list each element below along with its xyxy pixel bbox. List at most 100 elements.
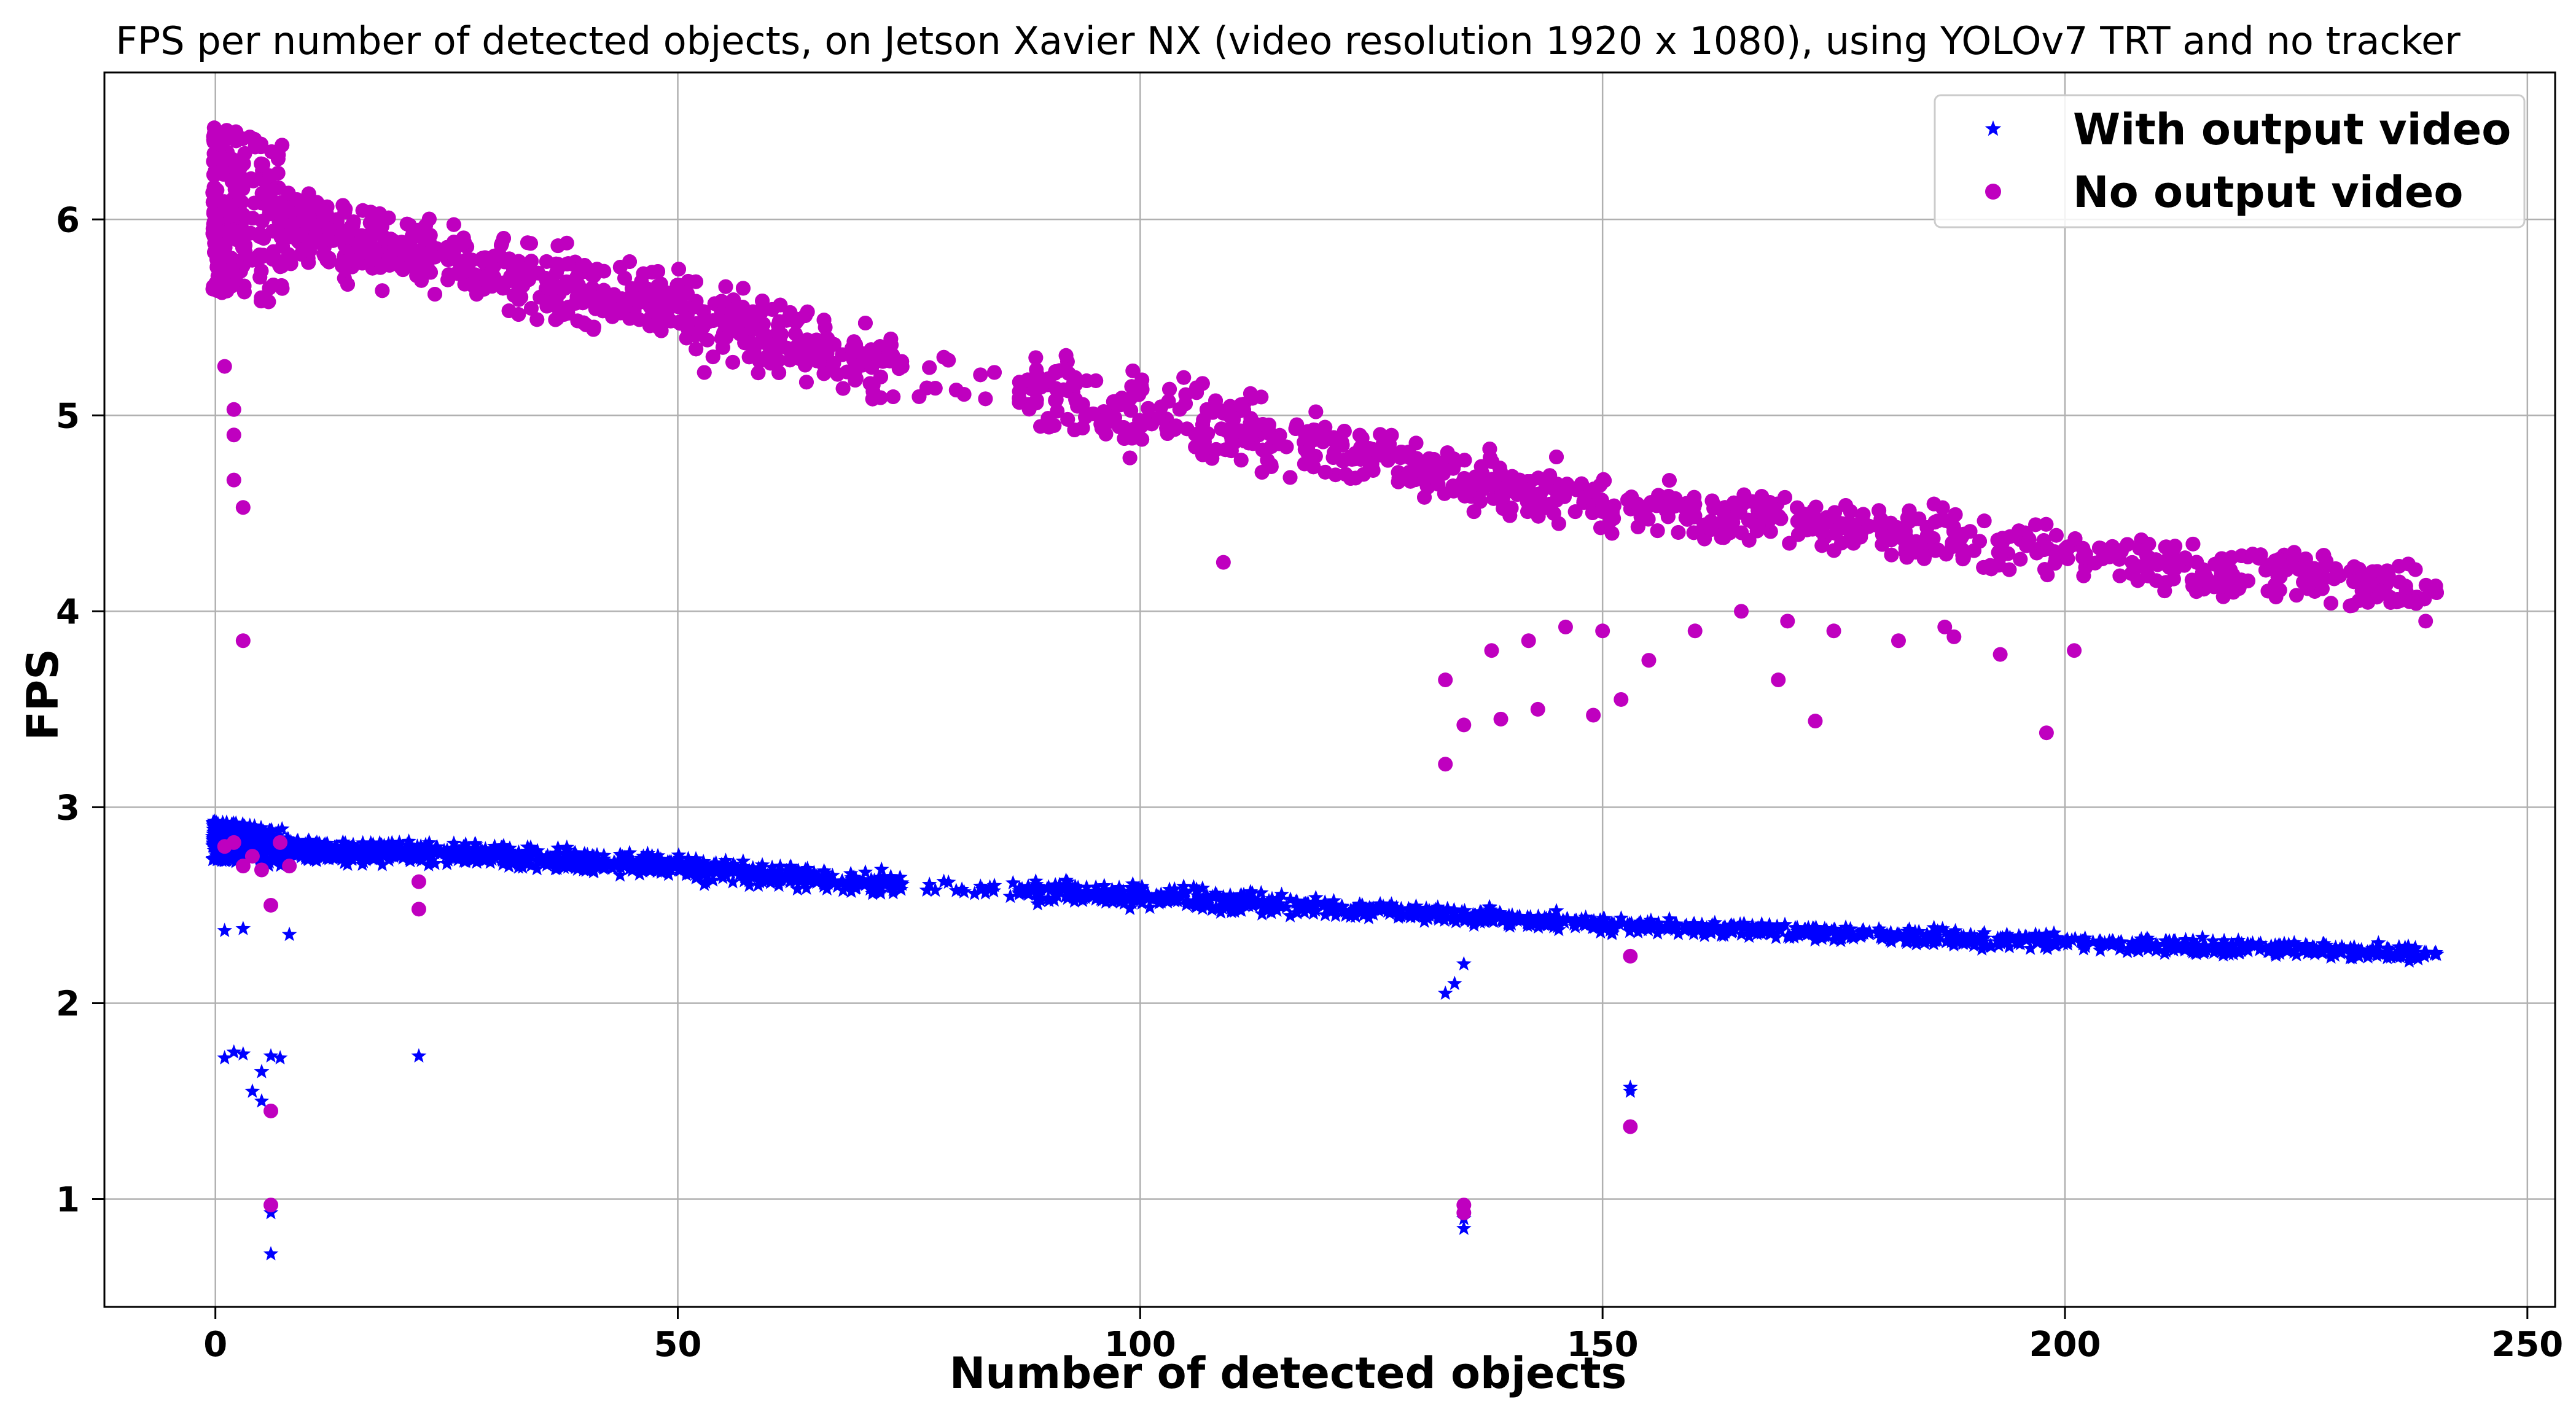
- data-point-with-output: [2343, 940, 2358, 955]
- data-point-with-output: [2365, 940, 2381, 955]
- data-point-with-output: [292, 843, 308, 859]
- data-point-with-output: [550, 840, 566, 855]
- data-point-with-output: [2167, 933, 2183, 948]
- data-point-with-output: [763, 864, 779, 879]
- data-point-with-output: [1769, 918, 1785, 933]
- data-point-with-output: [1734, 926, 1749, 941]
- outlier-with-output: [244, 1083, 260, 1098]
- data-point-with-output: [1271, 898, 1287, 913]
- data-point-with-output: [436, 843, 452, 857]
- data-point-with-output: [1123, 887, 1139, 902]
- data-point-with-output: [1972, 930, 1988, 945]
- data-point-with-output: [1028, 876, 1044, 891]
- data-point-with-output: [1317, 894, 1333, 909]
- data-point-with-output: [421, 857, 437, 871]
- data-point-with-output: [501, 858, 517, 873]
- outlier-with-output: [263, 1048, 279, 1063]
- data-point-with-output: [2158, 933, 2174, 948]
- data-point-with-output: [1807, 932, 1823, 947]
- data-point-with-output: [1884, 934, 1899, 948]
- data-point-with-output: [1935, 921, 1950, 935]
- data-point-with-output: [2398, 945, 2414, 959]
- data-point-with-output: [467, 849, 483, 863]
- data-point-with-output: [233, 824, 248, 839]
- data-point-with-output: [625, 854, 641, 870]
- data-point-no-output: [809, 353, 824, 368]
- data-point-with-output: [612, 859, 628, 874]
- data-point-with-output: [1666, 918, 1682, 933]
- data-point-no-output: [1926, 496, 1942, 512]
- data-point-with-output: [2289, 946, 2305, 962]
- data-point-with-output: [1306, 905, 1321, 920]
- data-point-with-output: [253, 820, 269, 835]
- data-point-no-output: [1282, 470, 1298, 485]
- data-point-with-output: [1660, 918, 1676, 933]
- data-point-with-output: [383, 846, 398, 862]
- data-point-with-output: [1483, 909, 1498, 924]
- data-point-with-output: [1176, 878, 1192, 893]
- data-point-with-output: [302, 839, 318, 854]
- data-point-with-output: [1838, 919, 1854, 934]
- data-point-with-output: [1955, 934, 1970, 949]
- data-point-with-output: [800, 860, 815, 875]
- data-point-with-output: [1893, 929, 1909, 943]
- data-point-with-output: [1217, 899, 1233, 914]
- data-point-with-output: [532, 854, 548, 869]
- data-point-with-output: [275, 844, 291, 860]
- data-point-no-output: [816, 366, 832, 381]
- data-point-with-output: [1879, 927, 1895, 941]
- data-point-with-output: [561, 857, 576, 872]
- data-point-with-output: [865, 886, 881, 900]
- data-point-no-output: [671, 262, 687, 277]
- data-point-with-output: [1620, 916, 1636, 931]
- data-point-with-output: [986, 883, 1002, 898]
- data-point-with-output: [1948, 922, 1963, 938]
- data-point-with-output: [596, 848, 612, 862]
- data-point-with-output: [520, 839, 536, 854]
- data-point-with-output: [216, 825, 231, 840]
- data-point-no-output: [886, 389, 901, 405]
- data-point-with-output: [737, 868, 753, 883]
- data-point-with-output: [1024, 882, 1039, 897]
- data-point-with-output: [273, 849, 288, 864]
- data-point-with-output: [1596, 910, 1611, 926]
- data-point-with-output: [401, 846, 417, 861]
- data-point-with-output: [2002, 929, 2018, 945]
- data-point-with-output: [2113, 934, 2129, 949]
- data-point-with-output: [1122, 900, 1138, 915]
- data-point-with-output: [408, 851, 424, 866]
- outlier-with-output: [263, 1245, 279, 1261]
- data-point-with-output: [2021, 930, 2037, 945]
- data-point-with-output: [1966, 937, 1981, 953]
- data-point-with-output: [340, 856, 356, 871]
- data-point-with-output: [1946, 926, 1962, 941]
- data-point-with-output: [1501, 916, 1516, 932]
- data-point-with-output: [1456, 908, 1472, 922]
- data-point-with-output: [2060, 936, 2075, 951]
- data-point-no-output: [2346, 559, 2362, 574]
- data-point-with-output: [649, 863, 665, 878]
- data-point-with-output: [1501, 909, 1516, 924]
- data-point-with-output: [764, 859, 780, 875]
- data-point-with-output: [1274, 886, 1289, 902]
- data-point-with-output: [1686, 916, 1702, 930]
- data-point-with-output: [2383, 949, 2398, 964]
- data-point-with-output: [2225, 942, 2241, 957]
- data-point-with-output: [2416, 948, 2432, 963]
- data-point-with-output: [1048, 881, 1064, 897]
- data-point-with-output: [650, 848, 666, 862]
- data-point-with-output: [2132, 933, 2147, 948]
- data-point-with-output: [523, 857, 539, 872]
- data-point-with-output: [1760, 922, 1776, 937]
- data-point-with-output: [2267, 937, 2283, 952]
- data-point-with-output: [1930, 924, 1945, 939]
- data-point-with-output: [986, 878, 1002, 892]
- outlier-with-output: [235, 1046, 251, 1061]
- data-point-with-output: [663, 862, 679, 876]
- data-point-with-output: [281, 840, 297, 856]
- data-point-with-output: [1559, 911, 1575, 926]
- data-point-with-output: [1686, 926, 1701, 940]
- data-point-no-output: [1549, 450, 1564, 465]
- data-point-with-output: [335, 834, 351, 849]
- data-point-no-output: [1782, 536, 1797, 551]
